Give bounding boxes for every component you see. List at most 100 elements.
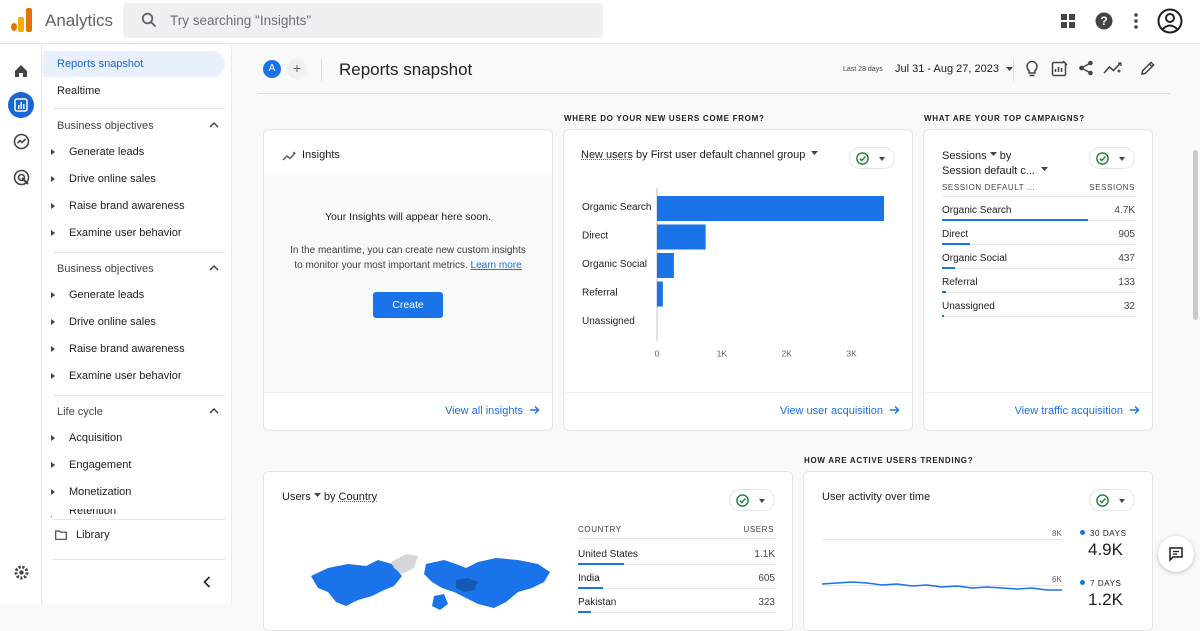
page-title: Reports snapshot bbox=[339, 60, 473, 79]
dropdown-arrow-icon bbox=[1006, 67, 1014, 71]
table-row[interactable]: Direct 905 bbox=[942, 229, 1135, 247]
card-footer: View traffic acquisition bbox=[924, 392, 1152, 430]
home-icon[interactable] bbox=[9, 59, 33, 83]
search-bar[interactable] bbox=[123, 3, 603, 38]
apps-grid-icon[interactable] bbox=[1060, 13, 1076, 29]
expand-arrow-icon bbox=[51, 435, 55, 441]
row-track bbox=[578, 612, 775, 613]
dimension-selector[interactable]: New users by First user default channel … bbox=[581, 149, 819, 161]
header-separator bbox=[258, 93, 1170, 94]
folder-icon bbox=[55, 530, 67, 540]
collapse-chevron-left-icon[interactable] bbox=[203, 576, 211, 588]
table-row[interactable]: Organic Social 437 bbox=[942, 253, 1135, 271]
row-label: Unassigned bbox=[942, 301, 995, 312]
sidebar-group-title: Business objectives bbox=[57, 263, 154, 275]
settings-gear-icon[interactable] bbox=[9, 560, 33, 584]
sidebar-item[interactable]: Generate leads bbox=[43, 285, 223, 305]
sidebar-item-reports-snapshot[interactable]: Reports snapshot bbox=[43, 51, 225, 77]
compare-status-toggle[interactable] bbox=[849, 147, 895, 169]
sidebar-item[interactable]: Examine user behavior bbox=[43, 366, 223, 386]
bar[interactable] bbox=[657, 281, 663, 307]
dropdown-arrow-icon bbox=[811, 151, 819, 155]
gridline bbox=[822, 539, 1062, 540]
column-header-session[interactable]: SESSION DEFAULT ... bbox=[942, 183, 1036, 192]
sidebar-item-realtime[interactable]: Realtime bbox=[57, 85, 101, 97]
analytics-logo-icon[interactable] bbox=[10, 8, 34, 32]
activity-line-chart bbox=[822, 581, 1062, 591]
date-range-picker[interactable]: Jul 31 - Aug 27, 2023 bbox=[895, 63, 1014, 75]
table-row[interactable]: Pakistan 323 bbox=[578, 597, 775, 615]
help-icon[interactable]: ? bbox=[1095, 12, 1113, 30]
bar[interactable] bbox=[657, 224, 706, 250]
sidebar-item[interactable]: Examine user behavior bbox=[43, 223, 223, 243]
x-tick-label: 3K bbox=[846, 349, 857, 359]
comparison-chip[interactable]: A bbox=[263, 60, 281, 78]
sidebar-item[interactable]: Retention bbox=[43, 509, 223, 517]
sidebar-item[interactable]: Drive online sales bbox=[43, 169, 223, 189]
insights-bulb-icon[interactable] bbox=[1025, 60, 1039, 78]
account-avatar-icon[interactable] bbox=[1157, 8, 1183, 34]
page-scrollbar[interactable] bbox=[1193, 150, 1198, 320]
compare-status-toggle[interactable] bbox=[1089, 489, 1135, 511]
view-user-acquisition-link[interactable]: View user acquisition bbox=[780, 405, 900, 417]
view-all-insights-link[interactable]: View all insights bbox=[445, 405, 540, 417]
edit-pencil-icon[interactable] bbox=[1140, 60, 1156, 76]
chevron-up-icon bbox=[209, 121, 219, 128]
table-row[interactable]: India 605 bbox=[578, 573, 775, 591]
column-header-country[interactable]: COUNTRY bbox=[578, 525, 622, 534]
expand-arrow-icon bbox=[51, 230, 55, 236]
compare-trend-icon[interactable] bbox=[1103, 60, 1123, 76]
insights-body-line1: In the meantime, you can create new cust… bbox=[290, 245, 526, 256]
legend-dot-icon bbox=[1080, 530, 1085, 535]
sidebar-group-header[interactable]: Business objectives bbox=[57, 263, 219, 275]
header-divider bbox=[1013, 59, 1014, 81]
create-insight-button[interactable]: Create bbox=[373, 292, 443, 318]
feedback-button[interactable] bbox=[1158, 536, 1194, 572]
compare-status-toggle[interactable] bbox=[1089, 147, 1135, 169]
country-dimension-selector[interactable]: Users by Country bbox=[282, 491, 378, 503]
column-header-users[interactable]: USERS bbox=[743, 525, 774, 534]
sidebar-item[interactable]: Monetization bbox=[43, 482, 223, 502]
table-row[interactable]: United States 1.1K bbox=[578, 549, 775, 567]
app-name[interactable]: Analytics bbox=[45, 11, 114, 30]
arrow-right-icon bbox=[1130, 406, 1140, 414]
explore-icon[interactable] bbox=[9, 129, 33, 153]
sidebar-item[interactable]: Raise brand awareness bbox=[43, 339, 223, 359]
sidebar-group-header[interactable]: Life cycle bbox=[57, 406, 219, 418]
report-header: A + Reports snapshot Last 28 days Jul 31… bbox=[243, 50, 1170, 90]
bar[interactable] bbox=[657, 253, 674, 278]
bar[interactable] bbox=[657, 196, 884, 221]
customize-report-icon[interactable] bbox=[1051, 60, 1068, 77]
sidebar-item[interactable]: Raise brand awareness bbox=[43, 196, 223, 216]
share-icon[interactable] bbox=[1078, 60, 1094, 76]
sidebar-item[interactable]: Engagement bbox=[43, 455, 223, 475]
world-map-image[interactable] bbox=[306, 552, 556, 612]
sidebar-group-header[interactable]: Business objectives bbox=[57, 120, 219, 132]
add-comparison-button[interactable]: + bbox=[287, 59, 307, 79]
sidebar-group-title: Life cycle bbox=[57, 406, 103, 418]
insights-headline: Your Insights will appear here soon. bbox=[325, 211, 491, 223]
view-traffic-acquisition-link[interactable]: View traffic acquisition bbox=[1015, 405, 1140, 417]
column-header-sessions[interactable]: SESSIONS bbox=[1089, 183, 1135, 192]
sidebar-item[interactable]: Generate leads bbox=[43, 142, 223, 162]
search-icon bbox=[141, 12, 157, 28]
new-users-card: New users by First user default channel … bbox=[563, 129, 913, 431]
dropdown-arrow-icon bbox=[1119, 157, 1125, 161]
compare-status-toggle[interactable] bbox=[729, 489, 775, 511]
campaign-dimension-selector[interactable]: Sessions by Session default c... bbox=[942, 149, 1092, 179]
row-track bbox=[942, 292, 1135, 293]
search-input[interactable] bbox=[170, 3, 570, 38]
sidebar-item-library[interactable]: Library bbox=[43, 525, 223, 545]
row-label: India bbox=[578, 573, 600, 584]
sidebar-item[interactable]: Drive online sales bbox=[43, 312, 223, 332]
section-title-active-users: HOW ARE ACTIVE USERS TRENDING? bbox=[804, 456, 974, 465]
y-tick-label: 6K bbox=[1052, 575, 1062, 584]
learn-more-link[interactable]: Learn more bbox=[470, 260, 522, 271]
table-row[interactable]: Organic Search 4.7K bbox=[942, 205, 1135, 223]
table-row[interactable]: Referral 133 bbox=[942, 277, 1135, 295]
table-row[interactable]: Unassigned 32 bbox=[942, 301, 1135, 319]
advertising-icon[interactable] bbox=[9, 165, 33, 189]
sidebar-item[interactable]: Acquisition bbox=[43, 428, 223, 448]
more-vert-icon[interactable] bbox=[1133, 12, 1139, 30]
reports-icon[interactable] bbox=[8, 92, 34, 118]
